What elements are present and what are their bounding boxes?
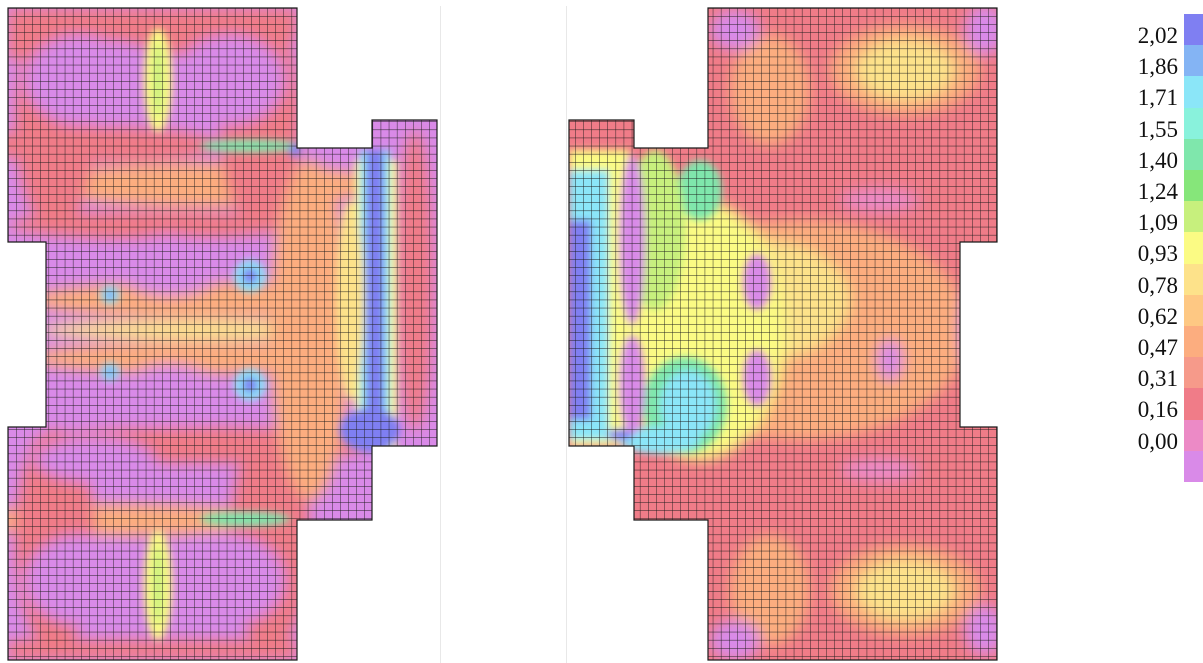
legend-label: 0,31: [1137, 366, 1178, 392]
legend-swatch: [1184, 326, 1203, 358]
left-plate-outline: [7, 7, 438, 661]
legend-label: 0,16: [1137, 397, 1178, 423]
legend-swatch: [1184, 45, 1203, 77]
legend-swatch: [1184, 263, 1203, 296]
legend-swatch: [1184, 388, 1203, 421]
legend-swatch: [1184, 14, 1203, 46]
right-plate: [568, 7, 998, 661]
legend-label: 0,62: [1137, 303, 1178, 329]
legend-swatch: [1184, 76, 1203, 109]
legend-swatch: [1184, 294, 1203, 327]
legend-label: 0,78: [1137, 272, 1178, 298]
legend-label: 1,40: [1137, 147, 1178, 173]
view-divider-left: [440, 6, 441, 663]
left-plate-mesh: [8, 8, 437, 660]
legend-swatch: [1184, 357, 1203, 389]
legend-label: 1,86: [1137, 54, 1178, 80]
view-divider-right: [566, 6, 567, 663]
right-plate-outline: [568, 7, 998, 661]
legend-swatch: [1184, 138, 1203, 171]
left-plate: [7, 7, 438, 661]
plate-contour-plots: [7, 7, 998, 661]
legend-label: 1,55: [1137, 116, 1178, 142]
legend-label: 0,00: [1137, 428, 1178, 454]
legend-label: 0,47: [1137, 335, 1178, 360]
legend-label: 1,24: [1137, 179, 1178, 204]
legend-swatch: [1184, 170, 1203, 202]
legend-swatch: [1184, 419, 1203, 452]
legend-swatch: [1184, 450, 1203, 483]
legend-label: 1,09: [1137, 210, 1178, 236]
legend-swatch: [1184, 201, 1203, 233]
color-scale-legend: 2,02 1,86 1,71 1,55 1,40 1,24 1,09 0,93 0,78 0,62…: [1098, 14, 1203, 663]
legend-swatch: [1184, 107, 1203, 140]
legend-label: 1,71: [1137, 85, 1178, 111]
legend-label: 2,02: [1137, 23, 1178, 48]
legend-label: 0,93: [1137, 241, 1178, 267]
legend-swatch: [1184, 232, 1203, 265]
right-plate-mesh: [569, 8, 997, 660]
